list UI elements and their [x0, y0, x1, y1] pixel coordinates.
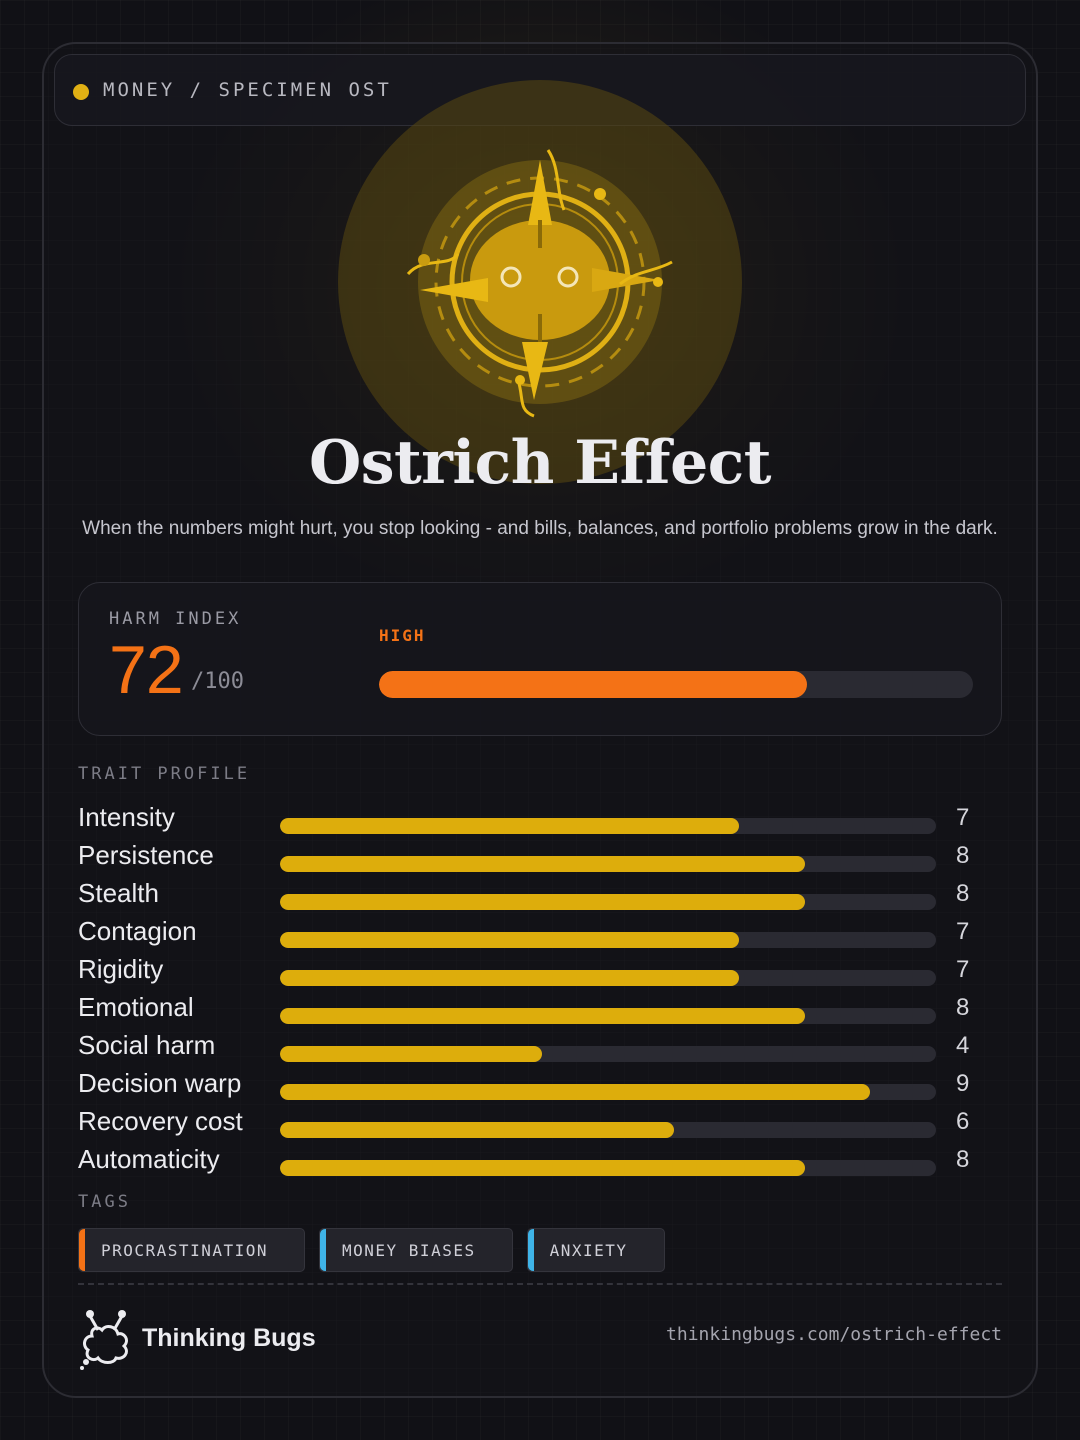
trait-bar-fill [280, 1084, 871, 1100]
trait-bar-fill [280, 1122, 674, 1138]
trait-bar-fill [280, 818, 740, 834]
trait-bar-fill [280, 1160, 805, 1176]
thinking-bugs-logo-icon [80, 1310, 128, 1370]
trait-value: 8 [956, 994, 970, 1021]
trait-name: Decision warp [78, 1068, 242, 1098]
harm-index-label: HARM INDEX [109, 609, 242, 629]
tag-chip[interactable]: PROCRASTINATION [78, 1228, 305, 1272]
trait-bar-fill [280, 970, 740, 986]
trait-bar-fill [280, 856, 805, 872]
category-dot-icon [73, 84, 89, 100]
breadcrumb: MONEY / SPECIMEN OST [103, 79, 392, 101]
trait-value: 8 [956, 842, 970, 869]
page-url-link[interactable]: thinkingbugs.com/ostrich-effect [666, 1324, 1002, 1345]
trait-name: Recovery cost [78, 1106, 243, 1136]
footer-divider [78, 1283, 1002, 1285]
trait-row: Decision warp 9 [78, 1066, 978, 1104]
tag-color-bar [79, 1229, 85, 1271]
trait-name: Intensity [78, 802, 175, 832]
trait-bar-fill [280, 894, 805, 910]
trait-bar [280, 856, 936, 872]
trait-name: Persistence [78, 840, 214, 870]
trait-bar [280, 932, 936, 948]
trait-value: 8 [956, 1146, 970, 1173]
harm-index-panel: HARM INDEX 72 /100 HIGH [78, 582, 1002, 736]
trait-row: Intensity 7 [78, 800, 978, 838]
trait-name: Automaticity [78, 1144, 220, 1174]
harm-index-score: 72 [109, 632, 184, 708]
trait-row: Recovery cost 6 [78, 1104, 978, 1142]
trait-value: 7 [956, 804, 970, 831]
page-title: Ostrich Effect [309, 428, 771, 498]
trait-value: 8 [956, 880, 970, 907]
trait-bar [280, 1008, 936, 1024]
trait-bar [280, 1084, 936, 1100]
trait-row: Stealth 8 [78, 876, 978, 914]
trait-value: 4 [956, 1032, 970, 1059]
harm-index-max: /100 [191, 669, 244, 694]
brand[interactable]: Thinking Bugs [78, 1306, 316, 1370]
trait-row: Contagion 7 [78, 914, 978, 952]
trait-row: Persistence 8 [78, 838, 978, 876]
trait-row: Emotional 8 [78, 990, 978, 1028]
trait-bar-fill [280, 1046, 543, 1062]
trait-list: Intensity 7 Persistence 8 Stealth 8 Contagion 7… [78, 800, 978, 1180]
trait-value: 6 [956, 1108, 970, 1135]
trait-name: Emotional [78, 992, 194, 1022]
trait-bar [280, 1122, 936, 1138]
tag-chip[interactable]: MONEY BIASES [319, 1228, 513, 1272]
tag-label: MONEY BIASES [342, 1240, 476, 1260]
tags-label: TAGS [78, 1192, 131, 1212]
trait-value: 9 [956, 1070, 970, 1097]
harm-index-bar [379, 671, 973, 698]
trait-name: Stealth [78, 878, 159, 908]
trait-bar [280, 894, 936, 910]
tag-label: ANXIETY [549, 1240, 628, 1260]
trait-value: 7 [956, 918, 970, 945]
tag-chip[interactable]: ANXIETY [526, 1228, 665, 1272]
trait-value: 7 [956, 956, 970, 983]
trait-name: Contagion [78, 916, 197, 946]
trait-bar [280, 970, 936, 986]
trait-profile-label: TRAIT PROFILE [78, 764, 251, 784]
page-subtitle: When the numbers might hurt, you stop lo… [82, 518, 998, 539]
trait-bar-fill [280, 1008, 805, 1024]
trait-row: Social harm 4 [78, 1028, 978, 1066]
tag-color-bar [527, 1229, 534, 1271]
trait-bar [280, 1046, 936, 1062]
trait-name: Social harm [78, 1030, 216, 1060]
ostrich-compass-bug-icon [338, 80, 742, 484]
harm-level-badge: HIGH [379, 626, 426, 645]
trait-row: Rigidity 7 [78, 952, 978, 990]
tag-list: PROCRASTINATION MONEY BIASES ANXIETY [78, 1228, 665, 1272]
trait-row: Automaticity 8 [78, 1142, 978, 1180]
trait-bar [280, 818, 936, 834]
brand-name: Thinking Bugs [142, 1323, 316, 1352]
tag-label: PROCRASTINATION [101, 1240, 268, 1260]
trait-bar [280, 1160, 936, 1176]
tag-color-bar [320, 1229, 326, 1271]
trait-name: Rigidity [78, 954, 164, 984]
harm-index-bar-fill [379, 671, 807, 698]
trait-bar-fill [280, 932, 740, 948]
